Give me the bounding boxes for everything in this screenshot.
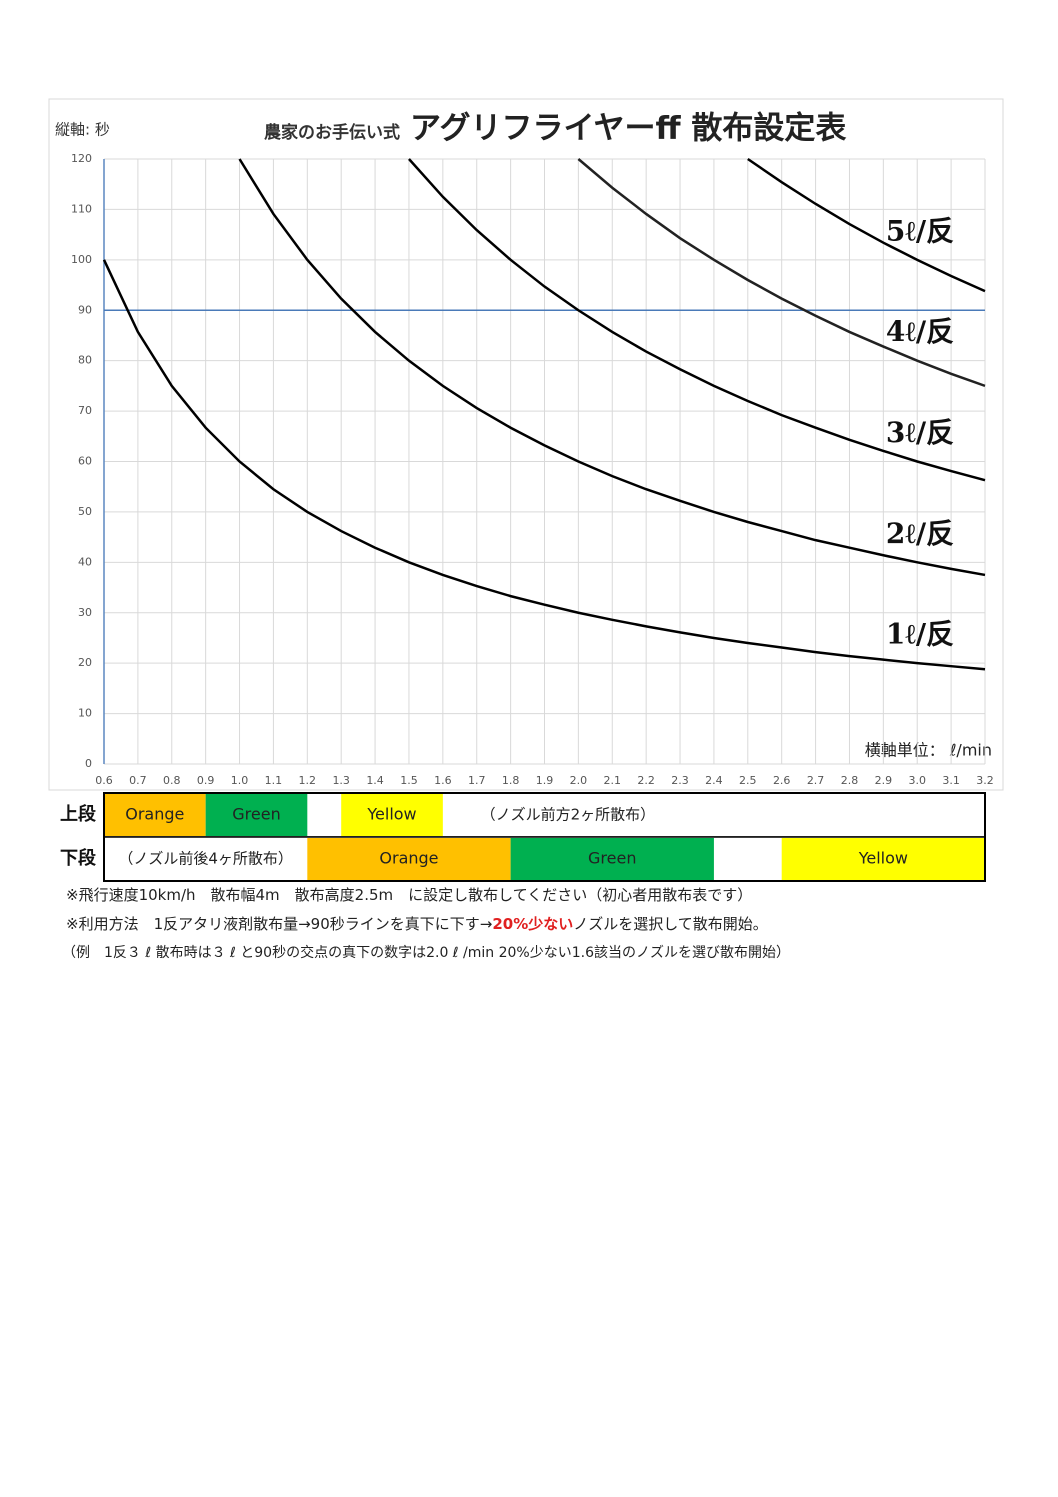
x-tick-label: 2.1 (604, 774, 622, 787)
y-tick-label: 100 (71, 253, 92, 266)
row-note: （ノズル前方2ヶ所散布） (481, 806, 656, 824)
chart: 縦軸: 秒 農家のお手伝い式 アグリフライヤーff 散布設定表 横軸単位： ℓ/… (48, 98, 1004, 882)
x-tick-label: 2.8 (841, 774, 859, 787)
nozzle-label: Orange (125, 805, 184, 824)
nozzle-cell (205, 794, 308, 836)
y-axis-label: 縦軸: 秒 (55, 121, 110, 139)
x-axis-label: 横軸単位： ℓ/min (865, 741, 992, 760)
y-tick-label: 40 (78, 555, 92, 568)
x-tick-label: 0.6 (95, 774, 113, 787)
x-tick-label: 1.7 (468, 774, 486, 787)
row-label: 下段 (60, 847, 97, 869)
x-tick-label: 3.0 (908, 774, 926, 787)
y-tick-label: 80 (78, 354, 92, 367)
curve (747, 157, 986, 293)
x-tick-label: 2.0 (570, 774, 588, 787)
y-tick-label: 20 (78, 656, 92, 669)
x-tick-label: 1.2 (299, 774, 317, 787)
nozzle-label: Green (588, 849, 636, 868)
y-tick-label: 10 (78, 707, 92, 720)
nozzle-cell (104, 794, 206, 836)
y-tick-label: 60 (78, 455, 92, 468)
row-label: 上段 (60, 803, 97, 825)
curve (102, 259, 986, 671)
curve-label: 4ℓ/反 (886, 315, 954, 348)
curve-label: 5ℓ/反 (886, 214, 954, 247)
x-tick-label: 1.0 (231, 774, 249, 787)
nozzle-cell (341, 794, 443, 836)
x-tick-label: 1.3 (332, 774, 350, 787)
nozzle-label: Orange (379, 849, 438, 868)
x-tick-label: 2.5 (739, 774, 757, 787)
curve-label: 3ℓ/反 (886, 416, 954, 449)
y-tick-label: 50 (78, 505, 92, 518)
y-tick-label: 30 (78, 606, 92, 619)
nozzle-label: Yellow (858, 849, 908, 868)
y-tick-label: 120 (71, 152, 92, 165)
x-tick-label: 2.9 (875, 774, 893, 787)
note: ※利用方法 1反アタリ液剤散布量→90秒ラインを真下に下す→20%少ないノズルを… (66, 913, 768, 934)
y-tick-label: 110 (71, 202, 92, 215)
curve (238, 158, 986, 577)
x-tick-label: 2.6 (773, 774, 791, 787)
y-tick-label: 90 (78, 303, 92, 316)
curve (408, 158, 986, 482)
curve-label: 1ℓ/反 (886, 618, 954, 651)
x-tick-label: 1.4 (366, 774, 384, 787)
x-tick-label: 0.7 (129, 774, 147, 787)
curve (577, 158, 986, 388)
x-tick-label: 1.1 (265, 774, 283, 787)
nozzle-label: Yellow (366, 805, 416, 824)
x-tick-label: 0.9 (197, 774, 215, 787)
table-border (103, 792, 986, 882)
nozzle-label: Green (232, 805, 280, 824)
x-tick-label: 2.7 (807, 774, 825, 787)
nozzle-cell (781, 838, 985, 880)
note-highlight: 20%少ない (492, 915, 574, 933)
y-tick-label: 0 (85, 757, 92, 770)
nozzle-cell (510, 838, 714, 880)
chart-title: アグリフライヤーff 散布設定表 (410, 111, 846, 147)
curve-label: 2ℓ/反 (886, 517, 954, 550)
x-tick-label: 1.9 (536, 774, 554, 787)
x-tick-label: 1.8 (502, 774, 520, 787)
y-tick-label: 70 (78, 404, 92, 417)
chart-frame (48, 98, 1004, 791)
x-tick-label: 2.4 (705, 774, 723, 787)
x-tick-label: 3.1 (942, 774, 960, 787)
note: ※飛行速度10km/h 散布幅4m 散布高度2.5m に設定し散布してください（… (66, 886, 753, 904)
note: （例 1反３ ℓ 散布時は３ ℓ と90秒の交点の真下の数字は2.0 ℓ /mi… (62, 945, 790, 961)
x-tick-label: 0.8 (163, 774, 181, 787)
x-tick-label: 1.5 (400, 774, 418, 787)
x-tick-label: 2.3 (671, 774, 689, 787)
x-tick-label: 1.6 (434, 774, 452, 787)
note-text: ノズルを選択して散布開始。 (573, 915, 768, 933)
row-note: （ノズル前後4ヶ所散布） (118, 850, 293, 868)
nozzle-cell (307, 838, 511, 880)
x-tick-label: 3.2 (976, 774, 994, 787)
x-tick-label: 2.2 (637, 774, 655, 787)
note-text: ※利用方法 1反アタリ液剤散布量→90秒ラインを真下に下す→ (66, 915, 493, 933)
title-prefix: 農家のお手伝い式 (264, 122, 400, 143)
